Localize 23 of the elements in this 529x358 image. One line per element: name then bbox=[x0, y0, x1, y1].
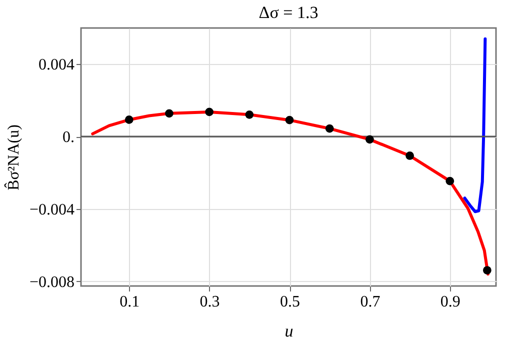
x-tick-label: 0.3 bbox=[200, 294, 220, 310]
point bbox=[446, 176, 454, 186]
x-tick-label: 0.1 bbox=[120, 294, 140, 310]
point bbox=[482, 266, 492, 274]
y-tick-label: 0.004 bbox=[38, 56, 74, 74]
y-axis-title: B̂σ²NA(u) bbox=[3, 124, 22, 190]
y-tick-label: −0.004 bbox=[29, 201, 74, 218]
point bbox=[205, 108, 214, 116]
x-tick-label: 0.9 bbox=[440, 294, 460, 310]
y-tick-label: −0.008 bbox=[29, 274, 74, 291]
point bbox=[325, 124, 334, 133]
x-axis-title: u bbox=[284, 322, 294, 340]
chart-title: Δσ = 1.3 bbox=[258, 3, 318, 22]
line-series bbox=[463, 37, 487, 214]
x-tick-label: 0.5 bbox=[280, 294, 300, 310]
point bbox=[245, 110, 254, 119]
point bbox=[165, 109, 174, 118]
x-tick-label: 0.7 bbox=[360, 294, 380, 310]
y-tick-label: 0. bbox=[62, 129, 74, 146]
point bbox=[406, 152, 414, 160]
point bbox=[285, 116, 294, 124]
point bbox=[366, 135, 374, 144]
point bbox=[124, 116, 134, 124]
